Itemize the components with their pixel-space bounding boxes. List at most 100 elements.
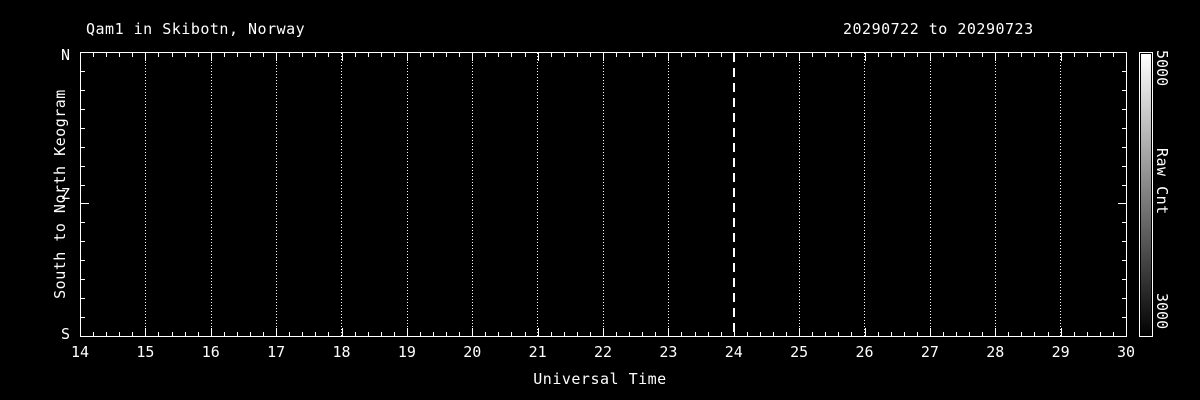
x-tick-major (799, 328, 800, 337)
x-tick-minor (773, 52, 774, 57)
y-tick-minor (80, 71, 85, 72)
x-tick-label: 19 (397, 343, 416, 361)
x-tick-major (734, 328, 735, 337)
x-tick-minor (498, 332, 499, 337)
x-tick-minor (564, 52, 565, 57)
x-tick-minor (577, 332, 578, 337)
x-tick-minor (1048, 52, 1049, 57)
x-tick-major (603, 52, 604, 61)
x-tick-minor (891, 52, 892, 57)
y-tick-minor (1122, 298, 1127, 299)
colorbar-min-label: 3000 (1153, 293, 1171, 330)
x-tick-minor (511, 332, 512, 337)
x-tick-minor (812, 52, 813, 57)
x-tick-minor (119, 52, 120, 57)
x-tick-major (995, 52, 996, 61)
y-tick-minor (1122, 241, 1127, 242)
gridline-26 (864, 53, 865, 336)
x-tick-major (342, 328, 343, 337)
x-tick-minor (185, 332, 186, 337)
x-tick-minor (368, 52, 369, 57)
x-tick-minor (420, 332, 421, 337)
x-tick-minor (525, 52, 526, 57)
x-tick-minor (198, 332, 199, 337)
x-tick-minor (1087, 332, 1088, 337)
x-tick-minor (681, 332, 682, 337)
x-tick-label: 25 (790, 343, 809, 361)
y-tick-label-zenith: Z (60, 185, 70, 203)
x-tick-label: 28 (986, 343, 1005, 361)
x-tick-minor (878, 332, 879, 337)
x-tick-minor (838, 52, 839, 57)
colorbar[interactable] (1139, 52, 1153, 337)
x-tick-major (407, 52, 408, 61)
x-tick-major (407, 328, 408, 337)
x-tick-minor (917, 332, 918, 337)
x-tick-minor (198, 52, 199, 57)
y-tick-label-south: S (60, 325, 70, 343)
x-tick-minor (982, 332, 983, 337)
x-tick-minor (1021, 52, 1022, 57)
gridline-17 (276, 53, 277, 336)
x-tick-major (211, 328, 212, 337)
gridline-21 (537, 53, 538, 336)
x-tick-minor (695, 332, 696, 337)
x-tick-major (799, 52, 800, 61)
x-tick-minor (355, 332, 356, 337)
x-tick-minor (328, 332, 329, 337)
keogram-plot-area[interactable] (80, 52, 1127, 337)
x-tick-minor (564, 332, 565, 337)
x-tick-minor (969, 52, 970, 57)
x-tick-label: 27 (920, 343, 939, 361)
x-tick-minor (263, 332, 264, 337)
x-tick-minor (812, 332, 813, 337)
keogram-image-canvas (81, 53, 1126, 336)
x-tick-minor (642, 332, 643, 337)
x-tick-major (145, 328, 146, 337)
y-tick-minor (1122, 71, 1127, 72)
x-tick-minor (511, 52, 512, 57)
x-tick-minor (590, 52, 591, 57)
x-tick-minor (185, 52, 186, 57)
y-tick-minor (1122, 90, 1127, 91)
x-tick-label: 15 (136, 343, 155, 361)
x-tick-minor (459, 332, 460, 337)
y-tick-minor (1122, 128, 1127, 129)
x-tick-minor (158, 332, 159, 337)
x-tick-major (538, 328, 539, 337)
x-tick-minor (695, 52, 696, 57)
x-tick-label: 24 (724, 343, 743, 361)
x-tick-label: 14 (70, 343, 90, 361)
x-tick-major (145, 52, 146, 61)
x-tick-major (342, 52, 343, 61)
y-tick-minor (80, 222, 85, 223)
y-tick-major (1118, 52, 1127, 53)
x-tick-major (995, 328, 996, 337)
x-tick-minor (629, 52, 630, 57)
x-tick-minor (250, 52, 251, 57)
x-tick-minor (1034, 332, 1035, 337)
x-tick-minor (224, 332, 225, 337)
x-tick-major (80, 52, 81, 61)
x-tick-minor (420, 52, 421, 57)
y-tick-minor (80, 241, 85, 242)
y-tick-minor (1122, 222, 1127, 223)
x-tick-minor (825, 52, 826, 57)
x-tick-minor (289, 52, 290, 57)
x-tick-minor (943, 332, 944, 337)
x-tick-minor (590, 332, 591, 337)
x-axis-title: Universal Time (533, 370, 667, 388)
x-tick-minor (525, 332, 526, 337)
x-tick-major (734, 52, 735, 61)
gridline-19 (407, 53, 408, 336)
x-tick-minor (969, 332, 970, 337)
x-tick-minor (172, 332, 173, 337)
y-tick-major (1118, 203, 1127, 204)
x-tick-minor (446, 52, 447, 57)
y-tick-major (80, 336, 89, 337)
x-tick-major (472, 328, 473, 337)
x-tick-minor (708, 52, 709, 57)
x-tick-minor (878, 52, 879, 57)
x-tick-minor (302, 52, 303, 57)
